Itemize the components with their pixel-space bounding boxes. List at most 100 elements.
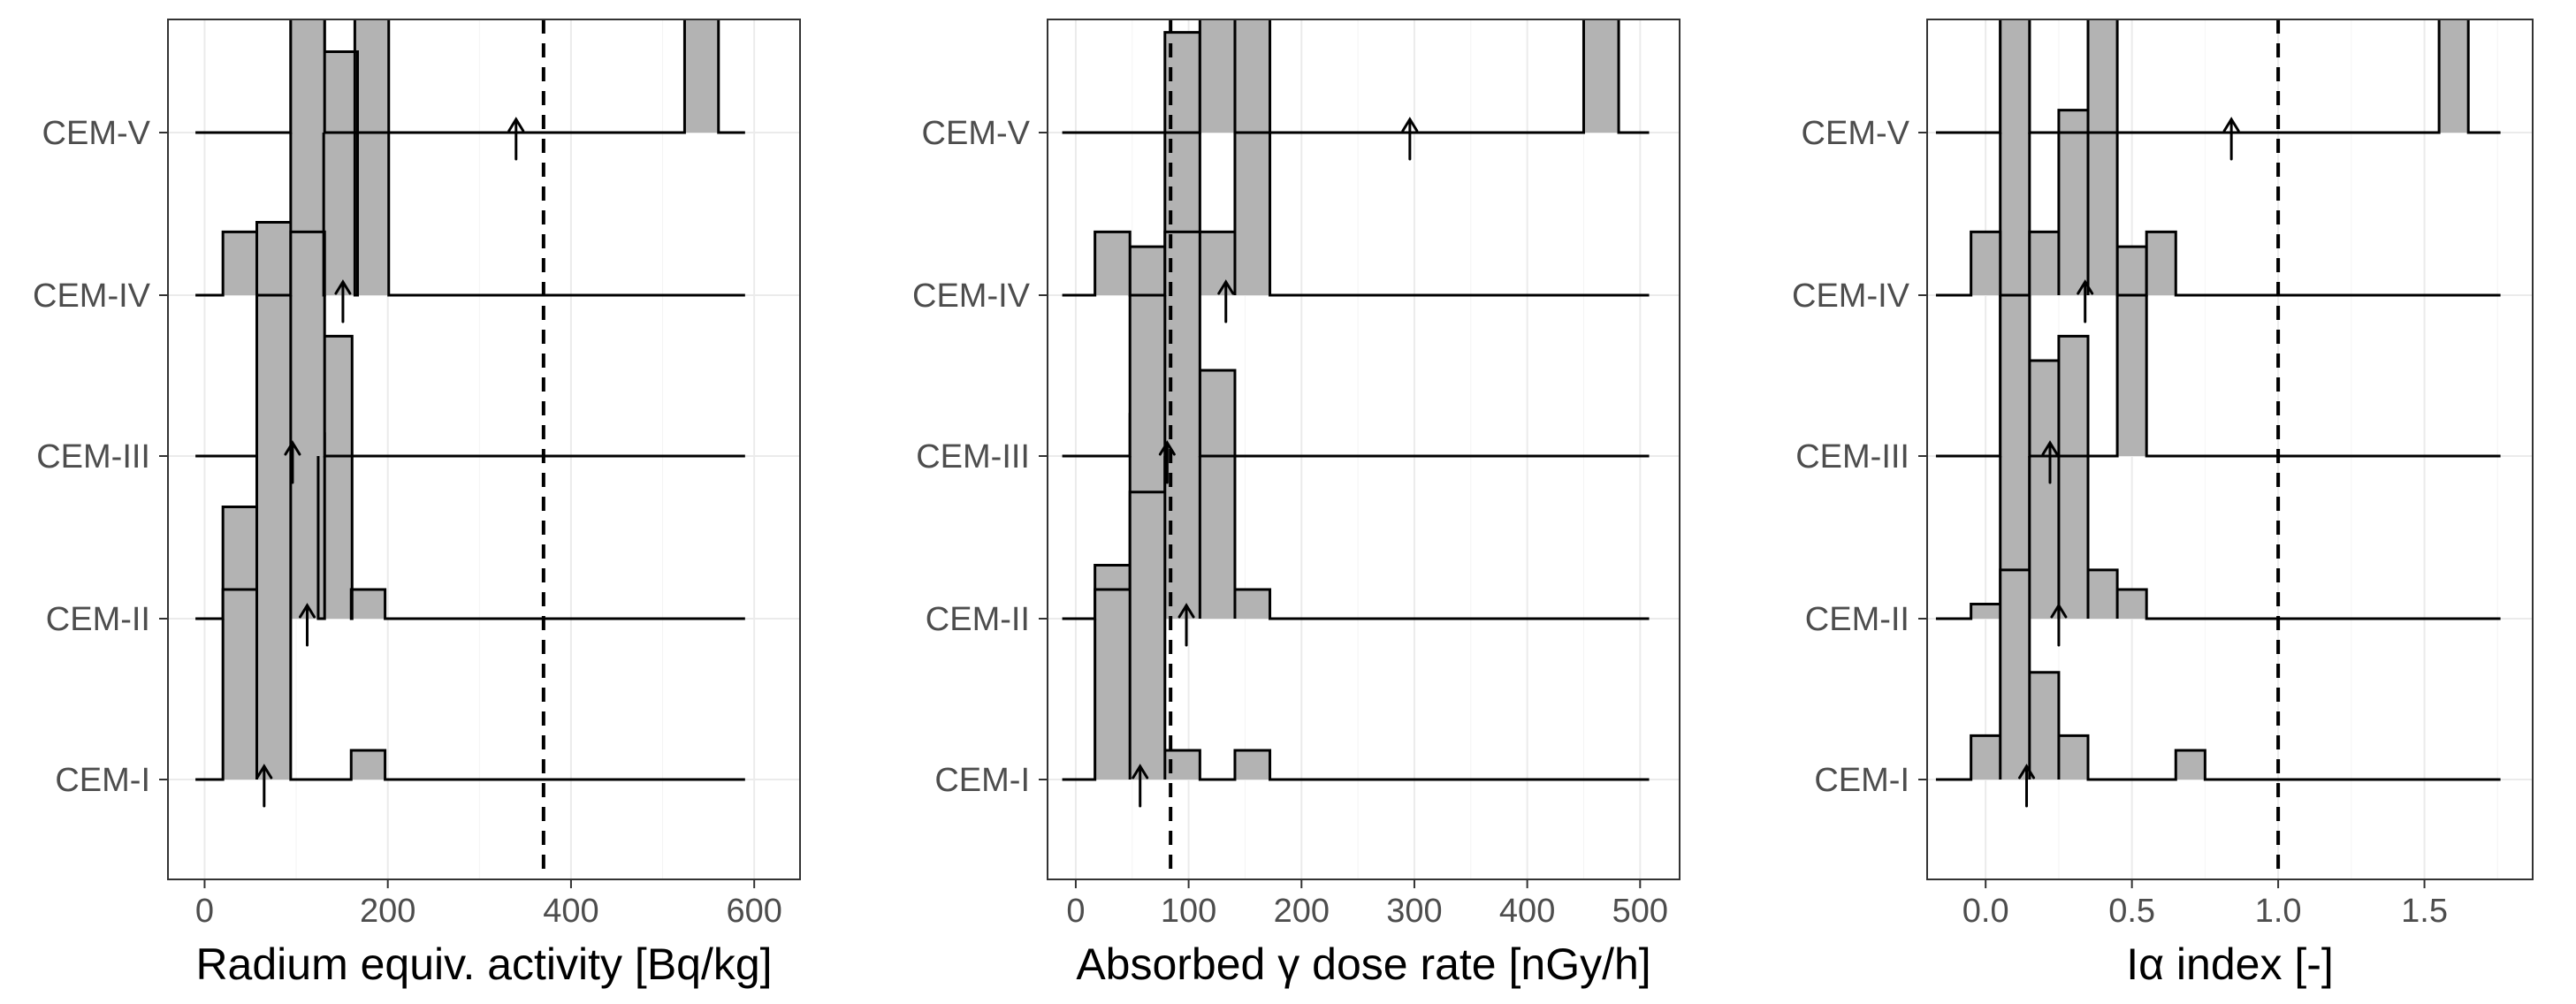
mean-arrow-head bbox=[2018, 764, 2036, 780]
histogram-bar bbox=[2058, 735, 2089, 780]
x-axis-title: Radium equiv. activity [Bq/kg] bbox=[195, 939, 772, 989]
mean-arrow-head bbox=[1217, 279, 1235, 295]
histogram-bar bbox=[2058, 110, 2089, 296]
mean-arrow-head bbox=[299, 603, 316, 619]
mean-arrow bbox=[1217, 279, 1235, 323]
mean-arrow bbox=[1158, 440, 1176, 484]
series-cem-v bbox=[195, 19, 745, 134]
panel-radium-equiv-activity: CEM-I CEM-II CEM-III CEM-IV CEM-V 0 200 … bbox=[33, 19, 801, 989]
y-tick-label: CEM-I bbox=[55, 762, 150, 799]
y-tick-label: CEM-V bbox=[42, 115, 151, 152]
y-tick-label: CEM-IV bbox=[912, 278, 1031, 315]
mean-arrow bbox=[255, 764, 273, 808]
histogram-outline bbox=[1935, 19, 2501, 134]
panel-border bbox=[167, 19, 801, 880]
histogram-bar bbox=[1234, 589, 1270, 619]
histogram-bar bbox=[351, 749, 385, 780]
x-tick-label: 300 bbox=[1386, 893, 1442, 930]
x-tick-label: 600 bbox=[726, 893, 781, 930]
y-tick-label: CEM-V bbox=[922, 115, 1031, 152]
mean-arrow-head bbox=[255, 764, 273, 780]
histogram-bar bbox=[354, 19, 389, 295]
histogram-bar bbox=[2117, 247, 2147, 456]
histogram-bar bbox=[223, 506, 257, 780]
histogram-bar bbox=[2058, 336, 2089, 619]
y-tick-label: CEM-II bbox=[46, 601, 150, 638]
mean-arrow bbox=[299, 603, 316, 647]
histogram-bar bbox=[1200, 19, 1235, 133]
mean-arrow bbox=[2050, 603, 2068, 647]
mean-arrow-head bbox=[1158, 440, 1176, 456]
y-tick-label: CEM-V bbox=[1802, 115, 1910, 152]
series-cem-iv bbox=[195, 19, 745, 297]
mean-arrow-head bbox=[1401, 117, 1419, 133]
panel-alpha-index: CEM-I CEM-II CEM-III CEM-IV CEM-V 0.0 0.… bbox=[1792, 19, 2534, 989]
mean-arrow bbox=[1401, 117, 1419, 161]
mean-arrow-head bbox=[507, 117, 525, 133]
x-tick-label: 1.0 bbox=[2255, 893, 2302, 930]
x-axis-title: Absorbed γ dose rate [nGy/h] bbox=[1076, 939, 1650, 989]
mean-arrow-head bbox=[1177, 603, 1195, 619]
histogram-bar bbox=[290, 232, 325, 295]
mean-arrow-head bbox=[2222, 117, 2240, 133]
histogram-bar bbox=[2000, 569, 2030, 619]
x-tick-label: 1.5 bbox=[2401, 893, 2448, 930]
y-tick-label: CEM-III bbox=[36, 438, 150, 475]
histogram-bar bbox=[2029, 232, 2059, 295]
histogram-bar bbox=[2146, 232, 2176, 295]
mean-arrow bbox=[2018, 764, 2036, 808]
series-cem-ii bbox=[195, 334, 745, 620]
histogram-bar bbox=[1234, 749, 1270, 780]
mean-arrow-head bbox=[2050, 603, 2068, 619]
y-tick-label: CEM-II bbox=[1805, 601, 1909, 638]
mean-arrow bbox=[2041, 440, 2059, 484]
mean-arrow bbox=[1132, 764, 1149, 808]
histogram-bar bbox=[2088, 19, 2118, 296]
histogram-bar bbox=[290, 19, 325, 133]
y-tick-label: CEM-I bbox=[934, 762, 1030, 799]
x-tick-label: 0.0 bbox=[1962, 893, 2009, 930]
histogram-bar bbox=[2029, 360, 2059, 619]
histogram-bar bbox=[1970, 604, 2001, 619]
histogram-bar bbox=[1970, 735, 2001, 780]
histogram-outline bbox=[1062, 31, 1650, 458]
y-tick-label: CEM-IV bbox=[1792, 278, 1910, 315]
histogram-bar bbox=[1234, 19, 1270, 296]
histogram-bar bbox=[2029, 672, 2059, 780]
histogram-outline bbox=[1062, 413, 1650, 781]
panel-border bbox=[1926, 19, 2534, 880]
mean-arrow-head bbox=[284, 440, 301, 456]
x-tick-label: 500 bbox=[1612, 893, 1668, 930]
histogram-bar bbox=[2000, 19, 2030, 133]
y-tick-label: CEM-III bbox=[1795, 438, 1909, 475]
histogram-bar bbox=[324, 51, 358, 295]
panel-border bbox=[1047, 19, 1680, 880]
histogram-outline bbox=[1062, 19, 1650, 297]
histogram-outline bbox=[1935, 19, 2501, 458]
histogram-bar bbox=[1130, 491, 1165, 619]
x-tick-label: 0.5 bbox=[2108, 893, 2155, 930]
histogram-bar bbox=[2439, 19, 2469, 133]
histogram-bar bbox=[223, 589, 257, 619]
mean-arrow-head bbox=[334, 279, 352, 295]
x-tick-label: 400 bbox=[543, 893, 598, 930]
histogram-bar bbox=[1200, 369, 1235, 619]
histogram-bar bbox=[256, 433, 291, 619]
histogram-bar bbox=[684, 19, 719, 133]
histogram-bar bbox=[351, 589, 385, 619]
mean-arrow-head bbox=[2041, 440, 2059, 456]
y-tick-label: CEM-III bbox=[916, 438, 1030, 475]
mean-arrow bbox=[1177, 603, 1195, 647]
histogram-outline bbox=[195, 19, 745, 134]
histogram-outline bbox=[1935, 19, 2501, 297]
series-cem-iv bbox=[1935, 19, 2501, 297]
histogram-outline bbox=[1935, 276, 2501, 781]
histogram-outline bbox=[195, 334, 745, 620]
histogram-bar bbox=[223, 232, 257, 295]
y-tick-label: CEM-II bbox=[926, 601, 1030, 638]
mean-arrow bbox=[507, 117, 525, 161]
histogram-bar bbox=[256, 222, 291, 456]
mean-arrow bbox=[2077, 279, 2094, 323]
